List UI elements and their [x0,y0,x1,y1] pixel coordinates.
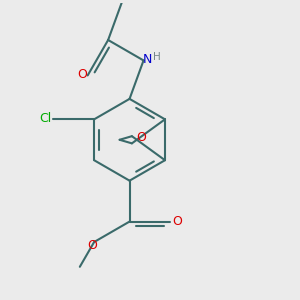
Text: N: N [142,53,152,66]
Text: O: O [172,215,182,228]
Text: O: O [77,68,87,81]
Text: H: H [153,52,161,62]
Text: O: O [87,239,97,252]
Text: Cl: Cl [39,112,52,125]
Text: O: O [136,131,146,144]
